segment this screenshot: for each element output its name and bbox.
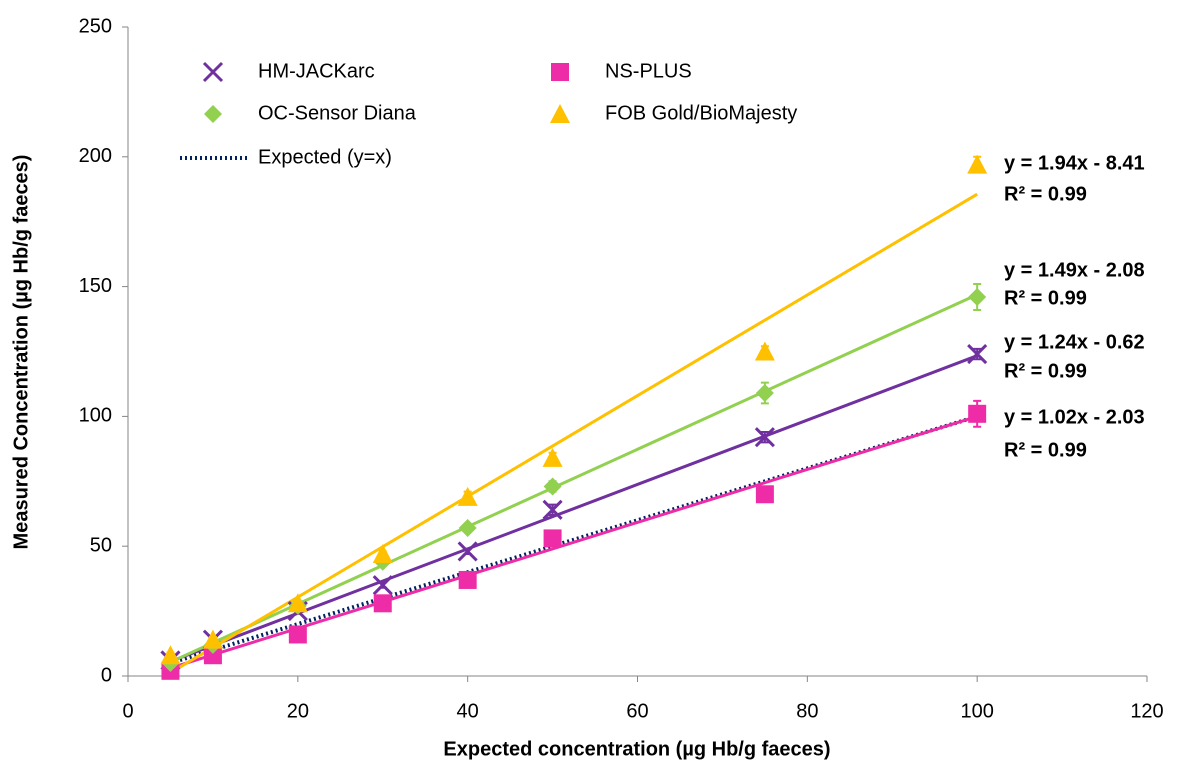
trendline xyxy=(169,293,978,664)
marker xyxy=(967,344,988,365)
x-tick-label: 20 xyxy=(287,700,309,722)
marker xyxy=(457,541,478,562)
legend-label: HM-JACKarc xyxy=(258,60,375,82)
marker xyxy=(543,477,562,496)
legend-marker xyxy=(202,61,224,83)
marker xyxy=(373,594,392,613)
marker xyxy=(287,593,308,613)
x-tick-label: 100 xyxy=(960,700,993,722)
legend-marker xyxy=(551,63,569,81)
legend-label: NS-PLUS xyxy=(605,60,692,82)
legend-label: Expected (y=x) xyxy=(258,146,392,168)
marker xyxy=(288,625,307,644)
x-tick-label: 40 xyxy=(457,700,479,722)
y-tick-label: 100 xyxy=(79,405,112,427)
marker xyxy=(542,447,563,467)
marker xyxy=(968,404,987,423)
marker xyxy=(754,341,775,361)
trendline-equation: y = 1.94x - 8.41 xyxy=(1004,152,1145,174)
legend-marker xyxy=(550,104,570,123)
marker xyxy=(372,575,393,596)
marker xyxy=(203,646,222,665)
marker xyxy=(458,570,477,589)
marker xyxy=(457,486,478,506)
trendline-r2: R² = 0.99 xyxy=(1004,287,1087,309)
y-tick-label: 150 xyxy=(79,275,112,297)
reference-line xyxy=(169,414,978,665)
marker xyxy=(160,645,181,665)
x-tick-label: 60 xyxy=(626,700,648,722)
x-tick-label: 80 xyxy=(796,700,818,722)
marker xyxy=(458,519,477,538)
marker xyxy=(968,287,987,306)
y-tick-label: 50 xyxy=(90,534,112,556)
marker xyxy=(372,543,393,563)
marker xyxy=(755,485,774,504)
trendline-r2: R² = 0.99 xyxy=(1004,439,1087,461)
legend-marker xyxy=(204,105,222,123)
y-tick-label: 0 xyxy=(101,664,112,686)
x-axis-title: Expected concentration (µg Hb/g faeces) xyxy=(443,738,830,760)
legend-label: OC-Sensor Diana xyxy=(258,102,417,124)
y-tick-label: 250 xyxy=(79,15,112,37)
marker xyxy=(754,427,775,448)
trendline-equation: y = 1.24x - 0.62 xyxy=(1004,331,1145,353)
y-axis-title: Measured Concentration (µg Hb/g faeces) xyxy=(10,155,32,550)
x-tick-label: 0 xyxy=(122,700,133,722)
trendline-r2: R² = 0.99 xyxy=(1004,360,1087,382)
marker xyxy=(542,499,563,520)
marker xyxy=(543,529,562,548)
marker xyxy=(967,154,988,174)
trendline xyxy=(169,192,978,674)
trendline-equation: y = 1.02x - 2.03 xyxy=(1004,406,1145,428)
trendline-r2: R² = 0.99 xyxy=(1004,183,1087,205)
marker xyxy=(202,629,223,649)
y-tick-label: 200 xyxy=(79,145,112,167)
x-tick-label: 120 xyxy=(1130,700,1163,722)
marker xyxy=(755,384,774,403)
legend-label: FOB Gold/BioMajesty xyxy=(605,102,797,124)
trendline-equation: y = 1.49x - 2.08 xyxy=(1004,259,1145,281)
